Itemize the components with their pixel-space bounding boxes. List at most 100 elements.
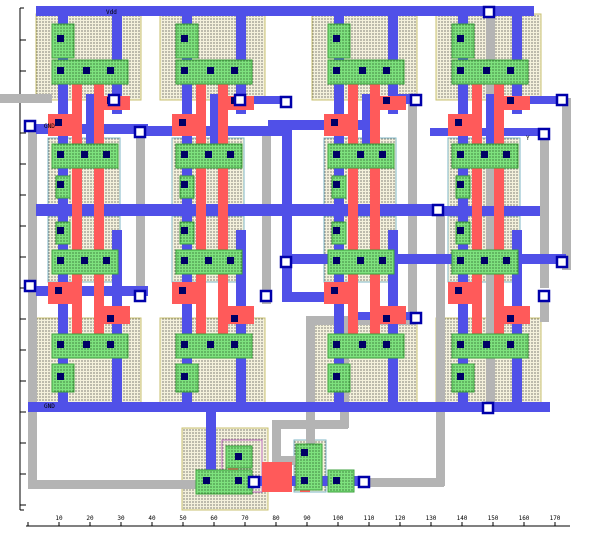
contact-via (483, 341, 490, 348)
contact-via (457, 341, 464, 348)
io-pin[interactable] (279, 255, 293, 269)
contact-via (357, 151, 364, 158)
contact-via (383, 341, 390, 348)
vdd-label: Vdd (106, 9, 117, 16)
io-pin[interactable] (555, 93, 569, 107)
io-pin[interactable] (482, 5, 496, 19)
contact-via (103, 151, 110, 158)
x-tick-label: 110 (364, 515, 375, 522)
contact-via (507, 67, 514, 74)
contact-via (455, 287, 462, 294)
contact-via (181, 257, 188, 264)
gnd-label: GND (44, 123, 55, 130)
contact-via (457, 373, 464, 380)
x-axis-ticks: 10 20 30 40 50 60 70 80 90 100 110 120 130 140 150 160 1… (27, 515, 561, 526)
x-tick-label: 50 (179, 515, 187, 522)
io-pin[interactable] (481, 401, 495, 415)
x-tick-label: 20 (86, 515, 94, 522)
contact-via (455, 119, 462, 126)
contact-via (359, 67, 366, 74)
io-pin[interactable] (259, 289, 273, 303)
io-pin[interactable] (23, 119, 37, 133)
x-tick-label: 130 (426, 515, 437, 522)
contact-via (457, 67, 464, 74)
io-pin[interactable] (357, 475, 371, 489)
contact-via (331, 287, 338, 294)
contact-via (55, 119, 62, 126)
contact-via (333, 373, 340, 380)
x-tick-label: 150 (488, 515, 499, 522)
contact-via (57, 67, 64, 74)
contact-via (207, 67, 214, 74)
x-tick-label: 70 (241, 515, 249, 522)
contact-via (83, 341, 90, 348)
contact-via (383, 97, 390, 104)
net-labels: Vdd GND GND Y (44, 9, 530, 410)
io-pin[interactable] (555, 255, 569, 269)
x-tick-label: 160 (519, 515, 530, 522)
io-pin[interactable] (537, 127, 551, 141)
io-pin[interactable] (247, 475, 261, 489)
contact-via (507, 341, 514, 348)
contact-via (181, 181, 188, 188)
contact-via (507, 315, 514, 322)
contact-via (301, 449, 308, 456)
contact-via (333, 67, 340, 74)
contact-via (379, 151, 386, 158)
contact-via (333, 181, 340, 188)
contact-via (81, 257, 88, 264)
contact-via (503, 151, 510, 158)
x-tick-label: 80 (272, 515, 280, 522)
contact-via (235, 477, 242, 484)
contact-via (457, 227, 464, 234)
io-pin[interactable] (133, 125, 147, 139)
x-tick-label: 60 (210, 515, 218, 522)
contact-via (227, 151, 234, 158)
io-pin[interactable] (409, 93, 423, 107)
x-tick-label: 90 (303, 515, 311, 522)
contact-via (181, 151, 188, 158)
x-tick-label: 40 (148, 515, 156, 522)
contact-via (57, 181, 64, 188)
output-label: Y (526, 135, 530, 142)
contact-via (181, 341, 188, 348)
contact-via (333, 477, 340, 484)
contact-via (331, 119, 338, 126)
x-tick-label: 30 (117, 515, 125, 522)
io-pin[interactable] (431, 203, 445, 217)
y-axis-ticks (20, 39, 26, 506)
contact-via (179, 119, 186, 126)
contact-via (379, 257, 386, 264)
contact-via (481, 257, 488, 264)
contact-via (179, 287, 186, 294)
contact-via (457, 35, 464, 42)
contact-via (107, 341, 114, 348)
io-pin[interactable] (409, 311, 423, 325)
x-tick-label: 100 (333, 515, 344, 522)
contact-via (203, 477, 210, 484)
io-pin[interactable] (107, 93, 121, 107)
axes: 10 20 30 40 50 60 70 80 90 100 110 120 130 140 150 160 1… (19, 7, 570, 527)
contact-via (333, 227, 340, 234)
contact-via (359, 341, 366, 348)
io-pin[interactable] (537, 289, 551, 303)
contact-via (383, 315, 390, 322)
io-pin[interactable] (23, 279, 37, 293)
contact-via (81, 151, 88, 158)
contact-via (103, 257, 110, 264)
io-pin[interactable] (279, 95, 293, 109)
contact-via (57, 373, 64, 380)
io-pin[interactable] (233, 93, 247, 107)
contact-via (231, 341, 238, 348)
contact-via (57, 35, 64, 42)
contact-via (181, 67, 188, 74)
contact-via (235, 453, 242, 460)
contacts (55, 35, 514, 484)
contact-via (333, 35, 340, 42)
contact-via (503, 257, 510, 264)
contact-via (207, 341, 214, 348)
io-pin[interactable] (133, 289, 147, 303)
contact-via (181, 35, 188, 42)
contact-via (57, 151, 64, 158)
